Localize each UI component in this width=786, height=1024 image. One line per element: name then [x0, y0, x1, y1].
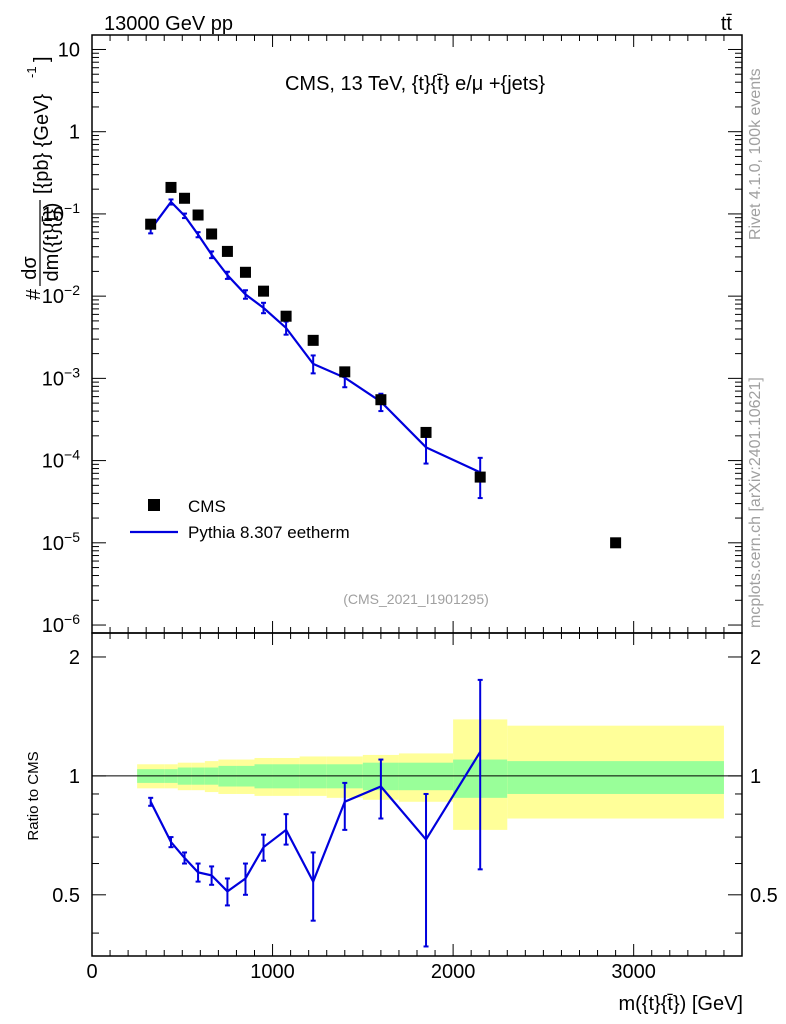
ylabel-unit: [{pb} {GeV} [31, 94, 53, 194]
ratio-ylabel: Ratio to CMS [25, 751, 42, 840]
data-point [375, 394, 387, 406]
band-inner [398, 762, 454, 791]
data-point [420, 426, 432, 438]
ylabel-exponent: -1 [24, 66, 39, 78]
data-point [179, 192, 191, 204]
main-frame [91, 34, 743, 634]
data-point [307, 334, 319, 346]
ratio-axes: 0 1000 2000 3000 0.5 0.5 1 1 2 2 [52, 632, 778, 983]
header-right: tt̄ [721, 13, 733, 35]
data-point [206, 228, 218, 240]
legend-label-data: CMS [188, 497, 226, 516]
data-point [258, 285, 270, 297]
data-point [239, 266, 251, 278]
ylabel-numerator: dσ [19, 256, 41, 280]
y-tick-label: 10−6 [42, 611, 80, 637]
legend-marker-data [148, 499, 160, 511]
x-tick-label: 3000 [611, 961, 656, 983]
main-ylabel: # dσ dm({t}{t̄}) [{pb} {GeV} -1 ] [19, 56, 63, 300]
ratio-y-tick-label-right: 1 [750, 766, 761, 788]
x-tick-label: 1000 [250, 961, 295, 983]
ratio-y-tick-label: 0.5 [52, 885, 80, 907]
data-point [610, 537, 622, 549]
side-label-source: mcplots.cern.ch [arXiv:2401.10621] [747, 377, 764, 628]
side-label-rivet: Rivet 4.1.0, 100k events [747, 68, 764, 240]
y-tick-label: 10−3 [42, 364, 80, 390]
ylabel-denominator: dm({t}{t̄}) [41, 203, 63, 282]
y-tick-label: 1 [69, 122, 80, 144]
y-tick-label: 10−2 [42, 282, 80, 308]
legend-label-mc: Pythia 8.307 eetherm [188, 523, 350, 542]
y-tick-label: 10−5 [42, 529, 80, 555]
ratio-bands [137, 719, 724, 830]
main-axes: 10−6 10−5 10−4 10−3 10−2 10−1 1 10 [42, 34, 743, 637]
x-tick-label: 2000 [431, 961, 476, 983]
x-axis-label: m({t}{t̄}) [GeV] [618, 993, 743, 1015]
main-title: CMS, 13 TeV, {t}{t̄} e/μ +{jets} [285, 73, 545, 95]
analysis-id: (CMS_2021_I1901295) [343, 591, 489, 607]
ratio-mc-line [149, 751, 482, 893]
data-point [339, 366, 351, 378]
ratio-y-tick-label: 1 [69, 766, 80, 788]
ratio-y-tick-label-right: 2 [750, 647, 761, 669]
x-tick-label: 0 [86, 961, 97, 983]
ratio-y-tick-label: 2 [69, 647, 80, 669]
legend: CMS Pythia 8.307 eetherm [130, 497, 350, 542]
ylabel-prefix: # [23, 288, 45, 300]
main-marks [145, 181, 622, 549]
data-point [165, 181, 177, 193]
y-tick-label: 10−4 [42, 447, 80, 473]
y-tick-label: 10−1 [42, 200, 80, 226]
header-left: 13000 GeV pp [104, 13, 233, 35]
data-point [145, 218, 157, 230]
data-point [192, 209, 204, 221]
band-inner [507, 761, 724, 794]
data-point [221, 245, 233, 257]
ratio-y-tick-label-right: 0.5 [750, 885, 778, 907]
data-point [474, 471, 486, 483]
ylabel-close: ] [31, 56, 53, 62]
data-point [280, 310, 292, 322]
y-tick-label: 10 [58, 39, 80, 61]
ratio-marks [148, 678, 483, 948]
